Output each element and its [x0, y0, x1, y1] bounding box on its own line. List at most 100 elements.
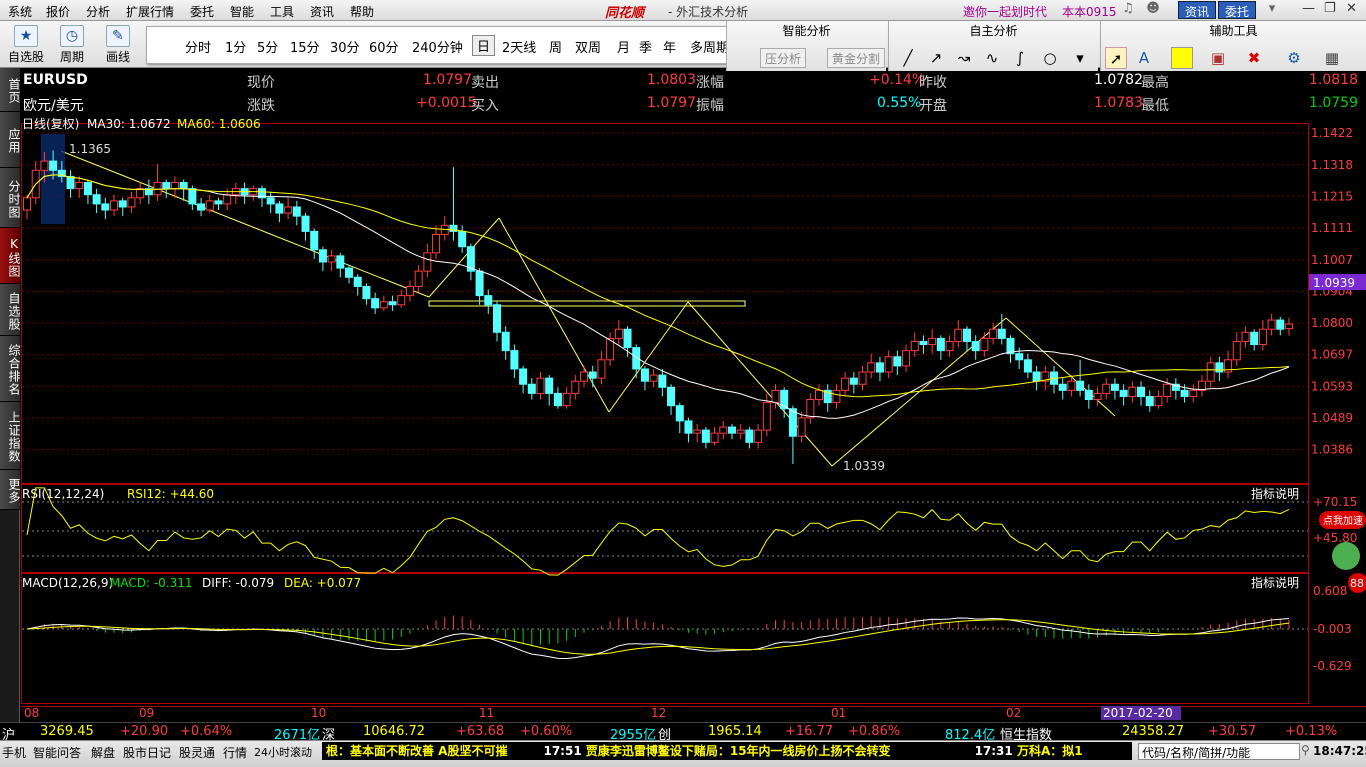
pressure-analysis-button[interactable]: 压分析: [760, 48, 807, 68]
candle: [423, 252, 432, 272]
candle: [684, 420, 693, 434]
menu-extended[interactable]: 扩展行情: [126, 5, 175, 19]
status-quote[interactable]: 行情: [223, 746, 248, 760]
candle: [83, 182, 92, 196]
menu-system[interactable]: 系统: [8, 5, 33, 19]
period-tick[interactable]: 分时: [185, 41, 212, 56]
stamp-icon[interactable]: ▣: [1210, 49, 1226, 67]
diff-value: DIFF: -0.079: [202, 576, 274, 590]
period-quarter[interactable]: 季: [639, 41, 653, 56]
candle: [849, 377, 858, 385]
candle: [136, 188, 145, 199]
close-icon[interactable]: ✕: [1346, 1, 1357, 16]
search-icon[interactable]: ⚲: [1301, 743, 1310, 757]
period-1m[interactable]: 1分: [225, 41, 247, 56]
tab-more[interactable]: 更多: [0, 470, 21, 510]
status-review[interactable]: 解盘: [91, 746, 116, 760]
polyline-tool-icon[interactable]: ∫: [1016, 49, 1024, 67]
candle: [1067, 380, 1076, 391]
tab-watchlist[interactable]: 自选股: [0, 284, 21, 336]
symbol-code: EURUSD: [23, 72, 88, 88]
color-picker-icon[interactable]: [1171, 47, 1193, 69]
tab-ranking[interactable]: 综合排名: [0, 336, 21, 402]
period-week[interactable]: 周: [549, 41, 563, 56]
period-month[interactable]: 月: [617, 41, 631, 56]
menu-tools[interactable]: 工具: [270, 5, 295, 19]
tab-sh-index[interactable]: 上证指数: [0, 402, 21, 470]
layout-icon[interactable]: ▦: [1324, 49, 1340, 67]
candle: [1119, 389, 1128, 397]
draw-tool[interactable]: ✎ 画线: [98, 23, 138, 65]
candle: [919, 340, 928, 346]
chevron-down-icon[interactable]: ▾: [1268, 1, 1276, 16]
settings-icon[interactable]: ⚙: [1287, 49, 1301, 67]
candle: [1006, 337, 1015, 355]
candle: [345, 267, 354, 278]
ray-tool-icon[interactable]: ↝: [957, 49, 971, 67]
period-60m[interactable]: 60分: [369, 41, 399, 56]
delete-icon[interactable]: ✖: [1247, 49, 1261, 67]
tab-timeshare[interactable]: 分时图: [0, 168, 21, 228]
menu-analysis[interactable]: 分析: [86, 5, 111, 19]
label-buy: 买入: [471, 98, 499, 114]
menu-help[interactable]: 帮助: [350, 5, 375, 19]
tab-home[interactable]: 首页: [0, 68, 21, 112]
restore-icon[interactable]: ❐: [1324, 1, 1336, 16]
menu-smart[interactable]: 智能: [230, 5, 255, 19]
period-5m[interactable]: 5分: [257, 41, 279, 56]
label-sell: 卖出: [471, 75, 499, 91]
speedup-badge[interactable]: 点我加速: [1319, 511, 1366, 570]
period-30m[interactable]: 30分: [330, 41, 360, 56]
trade-button[interactable]: 委托: [1218, 1, 1257, 19]
period-year[interactable]: 年: [663, 41, 677, 56]
status-qa[interactable]: 智能问答: [33, 746, 82, 760]
kline-chart[interactable]: 1.1365 1.0339 日线(复权) MA30: 1.0672 MA60: …: [21, 116, 1366, 722]
text-tool-icon[interactable]: A: [1138, 49, 1150, 67]
period-multi[interactable]: 多周期: [690, 41, 730, 56]
news-ticker[interactable]: 根：基本面不断改善 A股坚不可摧 17:51 贾康李迅雷博鳌设下赌局：15年内一…: [322, 742, 1132, 760]
menu-news[interactable]: 资讯: [310, 5, 335, 19]
macd-explain-button[interactable]: 指标说明: [1251, 575, 1299, 590]
period-day[interactable]: 日: [472, 35, 496, 56]
period-tool[interactable]: ◷ 周期: [52, 23, 92, 65]
dropdown-icon[interactable]: ▾: [1076, 49, 1084, 67]
custom-analysis-title: 自主分析: [969, 24, 1018, 38]
status-scroll[interactable]: 24小时滚动: [254, 746, 312, 759]
user-icon[interactable]: ☻: [1146, 1, 1160, 16]
candle: [449, 224, 458, 232]
circle-tool-icon[interactable]: ○: [1043, 49, 1057, 67]
rsi-explain-button[interactable]: 指标说明: [1251, 486, 1299, 501]
tab-kline[interactable]: K线图: [0, 228, 21, 284]
candle: [1285, 323, 1293, 330]
segment-tool-icon[interactable]: ↗: [929, 49, 943, 67]
candle: [318, 249, 327, 263]
prev-value: 1.0782: [1094, 72, 1143, 88]
watchlist-tool[interactable]: ★ 自选股: [6, 23, 46, 65]
status-linktong[interactable]: 股灵通: [179, 746, 216, 760]
status-phone[interactable]: 手机: [2, 746, 27, 760]
cursor-icon[interactable]: ➚: [1105, 47, 1127, 69]
period-biweek[interactable]: 双周: [575, 41, 602, 56]
period-240m[interactable]: 240分钟: [412, 41, 463, 56]
rsi-line: [26, 487, 1290, 576]
status-diary[interactable]: 股市日记: [123, 746, 172, 760]
menu-quote[interactable]: 报价: [46, 5, 71, 19]
period-15m[interactable]: 15分: [290, 41, 320, 56]
line-tool-icon[interactable]: ╱: [903, 49, 913, 67]
menu-trade[interactable]: 委托: [190, 5, 215, 19]
bell-icon[interactable]: ♫: [1122, 1, 1134, 16]
minimize-icon[interactable]: —: [1302, 1, 1315, 16]
golden-section-button[interactable]: 黄金分割: [827, 48, 886, 68]
tab-apps[interactable]: 应用: [0, 112, 21, 168]
candle: [971, 340, 980, 352]
candle: [954, 328, 963, 342]
candle: [632, 347, 641, 370]
candle: [823, 389, 832, 404]
invite-link[interactable]: 邀你一起划时代: [963, 5, 1048, 19]
news-button[interactable]: 资讯: [1178, 1, 1217, 19]
candle: [266, 197, 275, 205]
period-2day[interactable]: 2天线: [502, 41, 537, 56]
wave-tool-icon[interactable]: ∿: [985, 49, 999, 67]
search-input[interactable]: 代码/名称/简拼/功能: [1138, 743, 1300, 760]
macd-tick-low: -0.629: [1313, 659, 1352, 673]
